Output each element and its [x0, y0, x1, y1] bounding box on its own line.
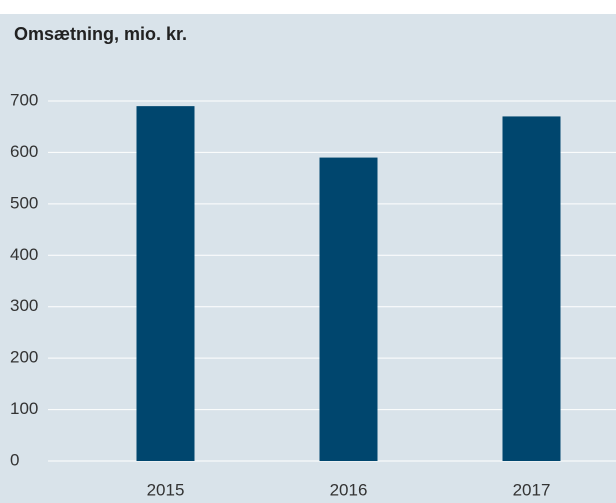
y-tick-label: 200 — [10, 348, 38, 367]
y-tick-label: 400 — [10, 245, 38, 264]
x-tick-label: 2017 — [513, 480, 551, 499]
y-tick-label: 500 — [10, 193, 38, 212]
y-tick-label: 700 — [10, 90, 38, 109]
chart-title: Omsætning, mio. kr. — [14, 24, 187, 44]
y-tick-label: 100 — [10, 399, 38, 418]
y-tick-label: 0 — [10, 450, 19, 469]
y-tick-label: 300 — [10, 296, 38, 315]
y-tick-label: 600 — [10, 142, 38, 161]
bar — [319, 157, 378, 462]
bar — [502, 116, 561, 461]
bar — [136, 106, 195, 462]
x-tick-label: 2016 — [330, 480, 368, 499]
x-tick-label: 2015 — [147, 480, 185, 499]
